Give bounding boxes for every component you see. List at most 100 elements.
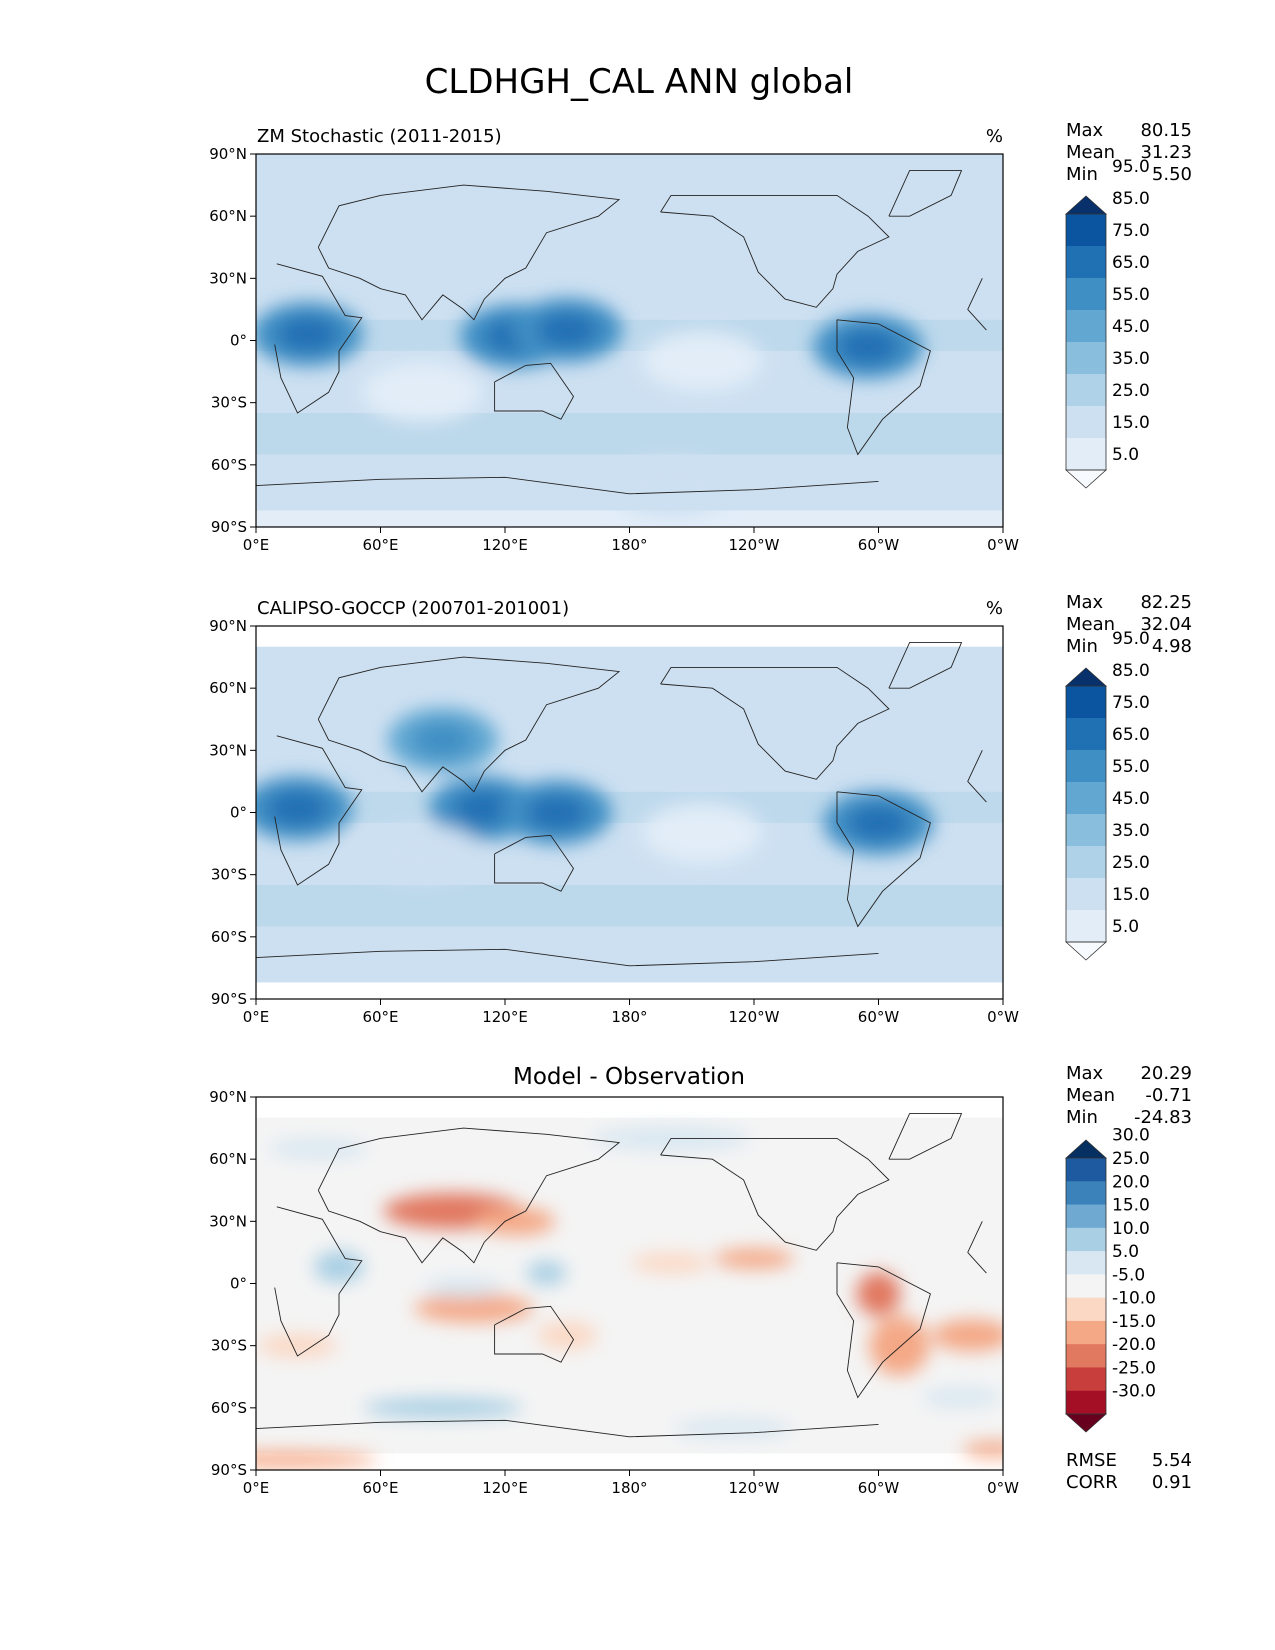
stat-max-label: Max [1066, 120, 1104, 141]
y-tick-label: 90°S [211, 1461, 247, 1479]
coastline [629, 952, 879, 967]
y-tick-label: 90°N [209, 617, 247, 635]
coastline [967, 750, 983, 782]
coastline [317, 184, 621, 321]
x-tick-label: 0°E [243, 536, 270, 554]
colorbar-tick-label: 65.0 [1112, 725, 1150, 745]
panel-diff-axes: 0°E 60°E 120°E 180° 120°W 60°W 0°W 90°N 60°N 30°N… [209, 1088, 1019, 1497]
x-tick-label: 60°W [858, 536, 900, 554]
field-band [256, 413, 1003, 455]
y-tick-label: 90°S [211, 518, 247, 536]
field-anomaly [869, 1315, 930, 1376]
field-anomaly [423, 1277, 504, 1298]
x-tick-label: 0°W [987, 1008, 1019, 1026]
colorbar-extend-min [1064, 1413, 1108, 1433]
panel-obs-units: % [986, 598, 1003, 619]
colorbar-tick-label: 45.0 [1112, 789, 1150, 809]
stat-mean-label: Mean [1066, 142, 1115, 163]
field-band [256, 510, 1003, 527]
field-anomaly [714, 1248, 794, 1269]
colorbar-tick-label: 35.0 [1112, 349, 1150, 369]
panel-diff-title: Model - Observation [513, 1064, 745, 1090]
y-tick-label: 30°N [209, 741, 247, 759]
panel-model-field [256, 154, 1003, 527]
colorbar-tick-label: 85.0 [1112, 661, 1150, 681]
coastline [494, 1305, 575, 1363]
stat-min-label: Min [1066, 1107, 1098, 1128]
stat-mean-label: Mean [1066, 614, 1115, 635]
coastline [967, 1221, 983, 1253]
colorbar-tick-label: 55.0 [1112, 757, 1150, 777]
coastline [255, 948, 630, 967]
colorbar-tick-label: 5.0 [1112, 917, 1139, 937]
coastline [967, 1252, 987, 1274]
coastline [255, 476, 630, 495]
field-anomaly [537, 1321, 598, 1350]
coastline [836, 319, 931, 456]
colorbar-tick-label: 55.0 [1112, 285, 1150, 305]
panel-model-coastlines [255, 170, 987, 495]
colorbar-segment [1066, 374, 1106, 407]
y-tick-label: 60°S [211, 1399, 247, 1417]
field-blob [362, 823, 482, 884]
colorbar-segment [1066, 1274, 1106, 1299]
panel-obs-colorbar: 5.0 15.0 25.0 35.0 45.0 55.0 65.0 75.0 85.0 95.0 [1064, 629, 1150, 961]
field-anomaly [921, 1387, 1002, 1408]
field-blobs [256, 707, 934, 884]
field-band [256, 1097, 1003, 1118]
field-blob [642, 803, 763, 864]
colorbar-tick-label: 15.0 [1112, 885, 1150, 905]
y-tick-label: 30°N [209, 1212, 247, 1230]
colorbar-extend-max [1064, 1139, 1108, 1159]
colorbar-tick-label: 95.0 [1112, 629, 1150, 649]
stat-mean-label: Mean [1066, 1085, 1115, 1106]
colorbar-tick-label: 30.0 [1112, 1126, 1150, 1146]
field-blobs [256, 1126, 1003, 1468]
panel-diff-stats: Max 20.29 Mean -0.71 Min -24.83 [1066, 1063, 1192, 1128]
panel-model-colorbar: 5.0 15.0 25.0 35.0 45.0 55.0 65.0 75.0 85.0 95.0 [1064, 157, 1150, 489]
colorbar-tick-label: 75.0 [1112, 221, 1150, 241]
field-anomaly [362, 1397, 523, 1418]
colorbar-segment [1066, 1158, 1106, 1182]
colorbar-tick-label: -20.0 [1112, 1335, 1156, 1355]
colorbar-extend-min [1064, 469, 1108, 489]
stat-min-value: -24.83 [1134, 1107, 1192, 1128]
x-tick-label: 0°W [987, 536, 1019, 554]
field-anomaly [856, 1271, 901, 1316]
panel-obs-stats: Max 82.25 Mean 32.04 Min 4.98 [1066, 592, 1192, 657]
colorbar-tick-label: 5.0 [1112, 1242, 1139, 1262]
colorbar-extend-min [1064, 941, 1108, 961]
coastline [836, 1262, 931, 1399]
x-tick-label: 60°W [858, 1479, 900, 1497]
stat-mean-value: 31.23 [1140, 142, 1192, 163]
panel-diff: Model - Observation 0°E 60°E 120°E 180° 120°… [209, 1063, 1192, 1497]
colorbar-segment [1066, 406, 1106, 439]
metric-rmse-value: 5.54 [1152, 1450, 1192, 1471]
field-blob-core [277, 316, 339, 352]
colorbar-segment [1066, 214, 1106, 247]
y-tick-label: 60°S [211, 456, 247, 474]
x-tick-label: 120°W [729, 1479, 780, 1497]
panel-diff-metrics: RMSE 5.54 CORR 0.91 [1066, 1450, 1192, 1493]
panel-model-units: % [986, 126, 1003, 147]
field-blobs [256, 298, 924, 516]
colorbar-tick-label: 5.0 [1112, 445, 1139, 465]
colorbar-tick-label: 35.0 [1112, 821, 1150, 841]
field-blob-core [412, 722, 473, 758]
x-tick-label: 180° [611, 536, 647, 554]
colorbar-tick-label: 10.0 [1112, 1219, 1150, 1239]
coastline [317, 1127, 621, 1264]
colorbar-segment [1066, 1367, 1106, 1392]
y-tick-label: 0° [230, 332, 247, 350]
field-anomaly [673, 1418, 794, 1439]
colorbar-frame [1065, 685, 1107, 943]
coastline [494, 362, 575, 420]
colorbar-tick-label: -30.0 [1112, 1382, 1156, 1402]
colorbar-segment [1066, 1320, 1106, 1345]
colorbar-tick-label: -25.0 [1112, 1359, 1156, 1379]
y-tick-label: 60°N [209, 679, 247, 697]
panel-obs-title: CALIPSO-GOCCP (200701-201001) [257, 598, 569, 619]
field-band [256, 982, 1003, 999]
colorbar-tick-label: -10.0 [1112, 1289, 1156, 1309]
y-tick-label: 60°S [211, 928, 247, 946]
